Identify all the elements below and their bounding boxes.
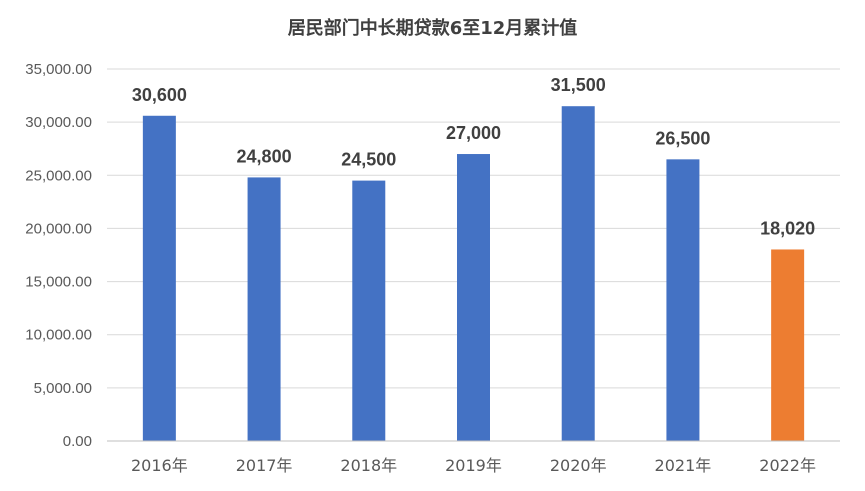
y-tick-label: 30,000.00 [25,114,92,131]
y-tick-label: 20,000.00 [25,220,92,237]
x-tick-label: 2020年 [550,456,607,475]
x-tick-label: 2018年 [340,456,397,475]
bars-layer [142,106,805,442]
labels-layer: 30,600 24,800 24,500 27,000 31,500 26,500 18,0… [132,75,815,238]
bar-2019年 [457,154,490,441]
bar-2021年 [666,159,700,442]
x-tick-label: 2022年 [759,456,816,475]
y-tick-label: 25,000.00 [25,167,92,184]
data-label: 27,000 [446,123,501,143]
chart-title: 居民部门中长期贷款6至12月累计值 [287,18,578,39]
data-label: 30,600 [132,85,187,105]
bar-2020年 [561,106,595,441]
data-label: 24,800 [237,146,292,166]
bar-2017年 [247,177,281,441]
bar-2018年 [352,180,386,441]
data-label: 24,500 [341,150,396,170]
data-label: 18,020 [760,218,815,238]
x-tick-label: 2017年 [236,456,293,475]
data-label: 26,500 [655,128,710,148]
y-tick-label: 15,000.00 [25,274,92,291]
x-tick-label: 2021年 [655,456,712,475]
y-tick-label: 5,000.00 [34,380,92,397]
y-tick-label: 10,000.00 [25,327,92,344]
y-tick-label: 35,000.00 [25,61,92,78]
bar-2016年 [142,115,176,441]
x-tick-label: 2016年 [131,456,188,475]
axis-layer: 0.00 5,000.00 10,000.00 15,000.00 20,000.00 2… [25,61,840,475]
y-tick-label: 0.00 [63,433,92,450]
bar-2022年 [771,249,805,441]
data-label: 31,500 [551,75,606,95]
x-tick-label: 2019年 [445,456,502,475]
